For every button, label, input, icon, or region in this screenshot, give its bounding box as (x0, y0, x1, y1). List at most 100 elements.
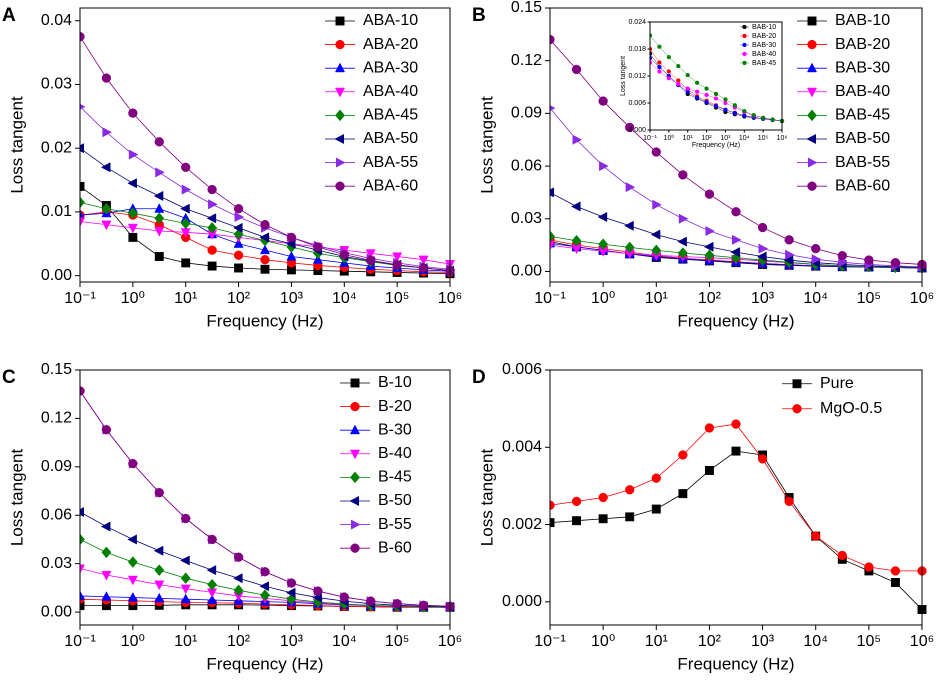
x-tick-label: 10¹ (645, 290, 668, 307)
marker (207, 578, 218, 591)
marker (127, 178, 137, 189)
marker (890, 566, 901, 576)
marker (206, 213, 217, 224)
legend-marker (335, 39, 345, 50)
x-tick-label: 10³ (720, 135, 731, 142)
marker (599, 161, 609, 172)
marker (392, 260, 402, 270)
legend-entry: ABA-60 (325, 177, 418, 194)
legend-label: B-50 (378, 492, 412, 509)
legend-marker (806, 133, 817, 145)
marker (80, 143, 85, 154)
marker (731, 207, 741, 217)
marker (259, 232, 270, 243)
legend-entry: BAB-30 (797, 59, 890, 76)
x-tick-label: 10⁵ (385, 633, 409, 650)
marker (758, 243, 769, 254)
marker (550, 105, 556, 112)
marker (366, 255, 376, 265)
marker (101, 591, 112, 601)
y-tick-label: 0.006 (628, 100, 646, 107)
marker (180, 593, 191, 604)
marker (127, 223, 138, 234)
legend-entry: BAB-20 (797, 36, 890, 53)
x-tick-label: 10⁶ (438, 290, 462, 307)
legend-entry: ABA-40 (325, 83, 418, 100)
legend-entry: ABA-20 (325, 36, 418, 53)
legend-entry: ABA-50 (325, 130, 418, 147)
legend-marker (806, 87, 818, 98)
marker (713, 91, 719, 97)
marker (624, 220, 634, 231)
legend-label: BAB-30 (835, 59, 890, 76)
legend-label: BAB-40 (835, 83, 890, 100)
plot-frame (79, 369, 451, 626)
legend-entry: B-20 (340, 398, 412, 415)
marker (811, 531, 821, 541)
marker (128, 232, 138, 242)
y-tick-label: 0.06 (511, 157, 542, 174)
legend-marker (350, 471, 360, 484)
marker (784, 235, 794, 245)
legend-entry: BAB-55 (797, 154, 890, 171)
legend-label: BAB-50 (835, 130, 890, 147)
y-tick-label: 0.018 (628, 46, 646, 53)
legend-entry: B-10 (340, 374, 412, 391)
marker (233, 552, 244, 562)
legend-label: B-45 (378, 469, 412, 486)
marker (154, 487, 164, 498)
marker (207, 534, 217, 545)
legend-entry: BAB-10 (797, 12, 890, 29)
marker (234, 263, 244, 273)
y-tick-label: 0.01 (41, 203, 72, 220)
marker (572, 516, 582, 526)
legend-label: ABA-20 (363, 36, 418, 53)
marker (232, 222, 243, 233)
legend-marker (807, 181, 817, 191)
marker (180, 555, 190, 566)
marker (286, 232, 297, 243)
legend-label: BAB-20 (835, 36, 890, 53)
legend-label: BAB-10 (835, 12, 890, 29)
legend-marker (350, 519, 361, 530)
chart-panel: 10⁻¹ 10⁰ 10¹ 10² 10³ 10⁴ 10⁵ 10⁶ 0.000 0.002 0.004… (472, 361, 934, 673)
x-tick-label: 10¹ (174, 633, 197, 650)
y-tick-label: 0.00 (41, 267, 72, 284)
marker (259, 581, 270, 592)
legend-marker (742, 33, 747, 39)
marker (811, 254, 822, 265)
marker (101, 202, 112, 215)
x-tick-label: 10⁴ (803, 290, 828, 307)
x-tick-label: 10² (698, 290, 722, 307)
marker (657, 64, 662, 70)
y-tick-label: 0.000 (628, 127, 646, 134)
legend-label: BAB-45 (835, 107, 890, 124)
inset-chart: 10⁻¹ 10⁰ 10¹ 10² 10³ 10⁴ 10⁵ 10⁶ 0.000 0.006 0.012… (620, 19, 788, 149)
marker (704, 189, 715, 199)
legend-label: B-20 (378, 398, 412, 415)
marker (757, 454, 768, 464)
marker (418, 600, 429, 610)
marker (392, 599, 402, 609)
marker (101, 546, 112, 559)
legend-marker (792, 379, 802, 389)
x-tick-label: 10⁶ (777, 135, 788, 142)
marker (232, 573, 243, 584)
legend-entry: BAB-45 (740, 60, 776, 67)
marker (625, 512, 635, 522)
plot-content (550, 34, 928, 274)
legend-marker (350, 378, 360, 388)
legend-marker (349, 449, 361, 460)
marker (207, 184, 217, 195)
legend-label: ABA-40 (363, 83, 418, 100)
legend-marker (334, 62, 346, 73)
marker (260, 219, 270, 230)
marker (100, 162, 111, 173)
legend-entry: BAB-40 (797, 83, 890, 100)
marker (704, 249, 715, 262)
marker (694, 80, 700, 85)
marker (731, 446, 741, 456)
marker (339, 592, 349, 602)
